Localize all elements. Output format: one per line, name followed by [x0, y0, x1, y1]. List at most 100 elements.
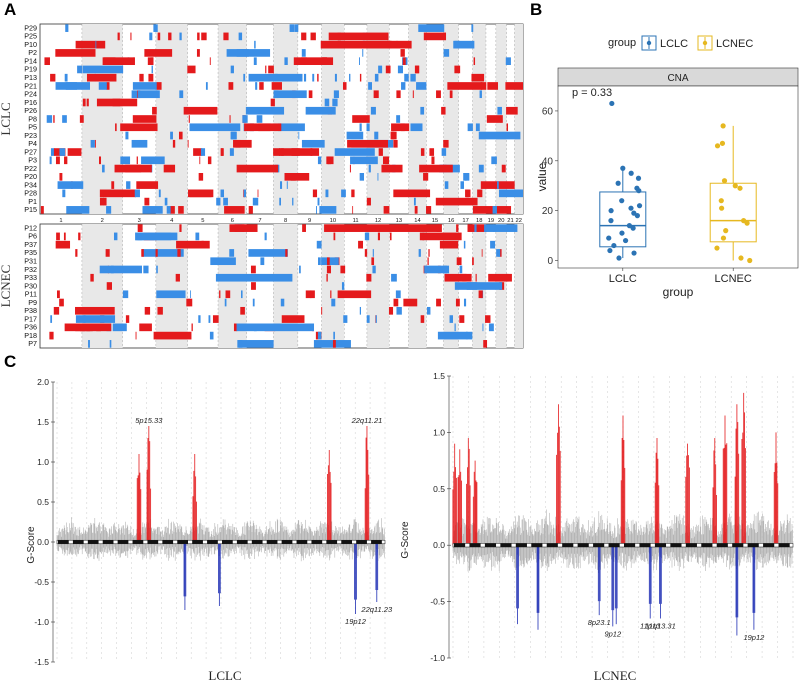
patient-label: P21 [24, 81, 37, 90]
cna-segment [369, 164, 371, 173]
data-point [630, 225, 636, 231]
cna-segment [99, 265, 142, 274]
cna-segment [368, 164, 370, 173]
cna-segment [366, 197, 371, 206]
chromosome-segment [341, 540, 353, 544]
cna-segment [416, 82, 427, 90]
data-point [720, 123, 726, 129]
cna-segment [225, 290, 231, 299]
cna-segment [472, 206, 512, 214]
cna-segment [208, 315, 211, 323]
cna-segment [291, 148, 320, 156]
cna-segment [136, 181, 159, 189]
cna-segment [216, 197, 221, 206]
data-point [747, 257, 753, 264]
cna-segment [64, 323, 85, 332]
cna-segment [322, 57, 334, 66]
cna-segment [370, 106, 376, 115]
cna-segment [364, 249, 368, 257]
cna-segment [221, 148, 224, 156]
cna-segment [103, 197, 107, 206]
x-axis-label-right: LCNEC [594, 668, 637, 683]
cna-segment [472, 257, 474, 266]
cna-segment [251, 282, 256, 290]
cna-segment [286, 181, 288, 189]
cna-segment [419, 232, 462, 241]
cna-segment [313, 340, 351, 348]
chrom-band [273, 24, 298, 214]
data-point [608, 208, 614, 214]
cna-segment [193, 148, 203, 156]
cna-segment [75, 40, 106, 49]
cna-segment [420, 106, 425, 115]
cna-segment [397, 65, 403, 74]
cna-segment [248, 249, 288, 257]
cna-segment [419, 164, 453, 173]
cna-segment [46, 115, 53, 123]
chrom-band [366, 24, 390, 214]
cna-segment [293, 57, 328, 66]
x-tick-label: LCNEC [715, 273, 752, 285]
patient-label: P34 [24, 180, 37, 189]
cna-segment [80, 323, 112, 332]
cna-segment [418, 249, 421, 257]
cna-segment [318, 197, 320, 206]
cna-segment [274, 90, 307, 99]
cna-segment [374, 131, 379, 140]
chrom-band [514, 24, 523, 214]
del-peak-label: 11p13 [640, 622, 661, 631]
x-tick-label: LCLC [609, 273, 637, 285]
cna-segment [209, 57, 211, 66]
cna-segment [62, 115, 67, 123]
chrom-band [408, 224, 427, 348]
cna-segment [83, 315, 86, 323]
cna-segment [79, 115, 84, 123]
cna-segment [423, 172, 429, 181]
cna-segment [183, 106, 218, 115]
cna-segment [477, 189, 483, 198]
cna-segment [453, 40, 475, 49]
cna-segment [139, 323, 152, 332]
data-point [635, 175, 642, 181]
cna-segment [64, 156, 68, 165]
cna-segment [310, 148, 313, 156]
cna-segment [391, 273, 397, 282]
cna-segment [431, 156, 435, 165]
cna-segment [66, 206, 90, 214]
cna-segment [464, 172, 470, 181]
cna-segment [382, 156, 388, 165]
y-tick-label: 40 [542, 156, 554, 167]
chrom-band [514, 224, 523, 348]
cna-segment [310, 32, 316, 41]
cna-segment [324, 224, 441, 232]
cna-segment [172, 139, 176, 148]
cna-segment [396, 90, 401, 99]
cna-segment [492, 206, 497, 214]
cna-segment [50, 315, 53, 323]
cna-segment [170, 131, 173, 140]
patient-label: P4 [28, 139, 37, 148]
cna-segment [80, 323, 82, 332]
data-point [732, 183, 738, 189]
cna-segment [196, 49, 200, 57]
cna-segment [106, 82, 110, 90]
patient-label: P31 [24, 257, 37, 266]
cna-segment [151, 65, 153, 74]
patient-label: P16 [24, 98, 37, 107]
cna-segment [337, 290, 372, 299]
chromosome-segment [266, 540, 278, 544]
cna-segment [310, 290, 315, 299]
cna-segment [264, 232, 267, 241]
cna-segment [449, 315, 453, 323]
cna-segment [125, 315, 130, 323]
cna-segment [271, 82, 282, 90]
chrom-tick-label: 17 [462, 218, 468, 224]
cna-segment [250, 206, 253, 214]
cna-segment [471, 24, 474, 32]
cna-segment [254, 40, 256, 49]
patient-label: P32 [24, 265, 37, 274]
amp-peak-label: 22q11.21 [351, 416, 383, 425]
cna-segment [223, 197, 228, 206]
chrom-tick-label: 4 [170, 218, 174, 224]
data-point [718, 198, 724, 204]
